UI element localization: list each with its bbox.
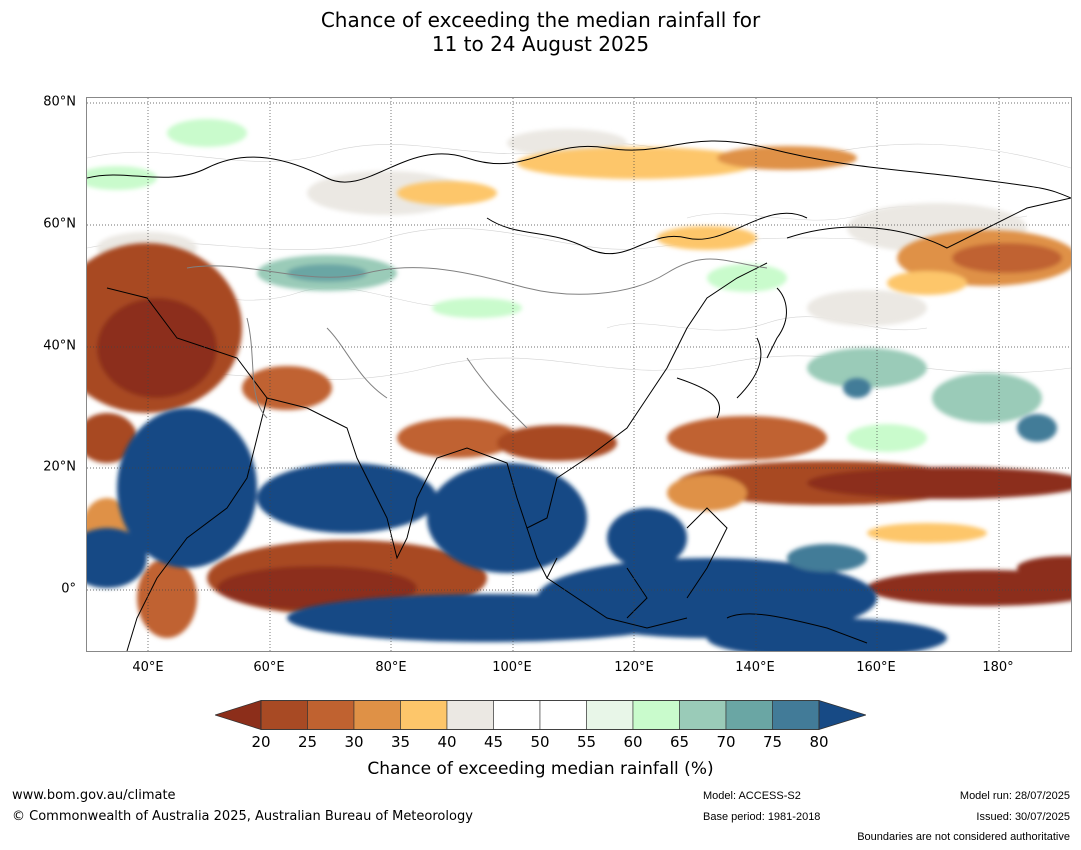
colorbar-tick-label: 35 [390, 733, 411, 751]
colorbar-title: Chance of exceeding median rainfall (%) [367, 759, 714, 779]
footer-disclaimer: Boundaries are not considered authoritat… [857, 831, 1070, 843]
colorbar-segment [260, 700, 308, 730]
colorbar-tick-label: 20 [251, 733, 271, 751]
colorbar-tick-label: 30 [344, 733, 364, 751]
colorbar-segment [400, 700, 448, 730]
wet-zones-north [87, 119, 1042, 452]
colorbar-segment [307, 700, 355, 730]
colorbar-segment [772, 700, 820, 730]
colorbar-tick-label: 55 [576, 733, 597, 751]
footer-model: Model: ACCESS-S2 [703, 790, 801, 802]
coastlines [87, 140, 1071, 651]
lon-label-60e: 60°E [253, 660, 285, 675]
colorbar-segment [539, 700, 587, 730]
lon-label-140e: 140°E [735, 660, 775, 675]
lat-label-40n: 40°N [43, 338, 76, 354]
lat-label-60n: 60°N [43, 216, 76, 232]
lon-label-160e: 160°E [856, 660, 896, 675]
rainfall-map [86, 97, 1072, 652]
colorbar [215, 700, 866, 730]
lat-label-0: 0° [61, 581, 76, 597]
footer-model-run: Model run: 28/07/2025 [959, 790, 1070, 802]
lon-label-180: 180° [982, 660, 1014, 675]
colorbar-tick-label: 70 [716, 733, 736, 751]
footer-copyright: © Commonwealth of Australia 2025, Austra… [12, 809, 473, 824]
colorbar-extend-high [818, 700, 866, 730]
footer-issued: Issued: 30/07/2025 [976, 811, 1070, 823]
lat-label-80n: 80°N [43, 94, 76, 110]
colorbar-tick-label: 75 [762, 733, 783, 751]
title-line-2: 11 to 24 August 2025 [431, 32, 650, 56]
colorbar-segment [632, 700, 680, 730]
colorbar-segment [586, 700, 634, 730]
country-borders [186, 258, 768, 429]
colorbar-tick-label: 65 [669, 733, 690, 751]
colorbar-tick-label: 50 [530, 733, 550, 751]
colorbar-tick-label: 80 [809, 733, 829, 751]
chart-title: Chance of exceeding the median rainfall … [0, 8, 1081, 56]
lon-label-120e: 120°E [614, 660, 654, 675]
colorbar-tick-label: 60 [623, 733, 643, 751]
colorbar-extend-low [215, 700, 262, 730]
colorbar-segment [493, 700, 541, 730]
colorbar-tick-label: 45 [483, 733, 504, 751]
lat-label-20n: 20°N [43, 459, 76, 475]
footer-base-period: Base period: 1981-2018 [703, 811, 821, 823]
title-line-1: Chance of exceeding the median rainfall … [320, 8, 761, 32]
colorbar-segment [679, 700, 727, 730]
colorbar-segment [353, 700, 401, 730]
colorbar-segment [725, 700, 773, 730]
dry-band-pacific [397, 416, 1071, 606]
wet-zones-tropics [87, 378, 1057, 651]
dry-zones-north [87, 146, 1071, 463]
map-canvas [87, 98, 1071, 651]
colorbar-tick-label: 40 [437, 733, 457, 751]
colorbar-tick-label: 25 [297, 733, 318, 751]
colorbar-segment [446, 700, 494, 730]
gridlines [87, 98, 1071, 651]
lon-label-80e: 80°E [375, 660, 407, 675]
footer-url: www.bom.gov.au/climate [12, 788, 176, 803]
colorbar-segments [215, 700, 866, 730]
lon-label-40e: 40°E [132, 660, 164, 675]
lon-label-100e: 100°E [492, 660, 532, 675]
